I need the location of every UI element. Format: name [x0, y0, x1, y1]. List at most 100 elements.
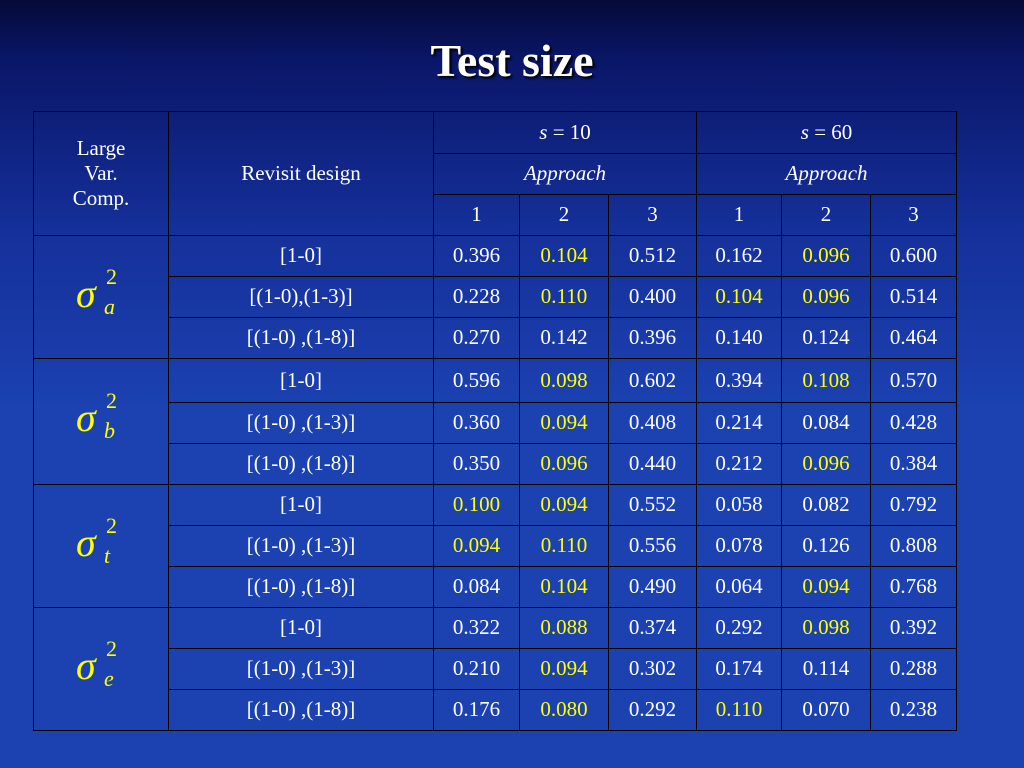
- table-row: [(1-0) ,(1-8)] 0.084 0.104 0.490 0.064 0.094 0…: [34, 566, 958, 608]
- test-size-value: 0.094: [519, 484, 609, 526]
- sigma-glyph: σ: [76, 395, 96, 441]
- table-row: σ 2 t [1-0] 0.100 0.094 0.552 0.058 0.082 0.792: [33, 484, 958, 608]
- header-s60-eq: = 60: [808, 119, 853, 144]
- test-size-value: 0.058: [696, 484, 783, 526]
- test-size-value: 0.292: [696, 607, 783, 649]
- test-size-value: 0.602: [607, 358, 698, 403]
- header-revisit-design: Revisit design: [168, 111, 434, 236]
- table-row: [(1-0) ,(1-3)] 0.210 0.094 0.302 0.174 0.114 0…: [34, 648, 958, 690]
- test-size-value: 0.064: [696, 566, 783, 608]
- test-size-value: 0.176: [433, 689, 520, 731]
- test-size-value: 0.552: [607, 484, 698, 526]
- revisit-design-cell: [(1-0) ,(1-3)]: [168, 648, 434, 690]
- test-size-value: 0.570: [870, 358, 958, 403]
- header-approach-number: 1: [696, 194, 783, 236]
- header-approach-number: 2: [781, 194, 872, 236]
- test-size-value: 0.292: [607, 689, 698, 731]
- header-approach-number: 3: [870, 194, 958, 236]
- test-size-value: 0.270: [433, 317, 520, 359]
- test-size-value: 0.104: [519, 566, 609, 608]
- test-size-value: 0.094: [519, 402, 609, 444]
- header-s10-var: s: [539, 119, 548, 144]
- sigma-subscript: a: [104, 293, 115, 319]
- table-row: [(1-0) ,(1-8)] 0.270 0.142 0.396 0.140 0.124 0…: [34, 317, 958, 359]
- test-size-value: 0.392: [870, 607, 958, 649]
- test-size-value: 0.808: [870, 525, 958, 567]
- test-size-value: 0.098: [519, 358, 609, 403]
- test-size-value: 0.440: [607, 443, 698, 485]
- test-size-value: 0.396: [433, 235, 520, 277]
- table-row: σ 2 b [1-0] 0.596 0.098 0.602 0.394 0.108 0.570: [33, 358, 958, 485]
- header-s60-group: s = 60: [696, 111, 958, 154]
- sigma-superscript: 2: [106, 263, 117, 289]
- test-size-value: 0.490: [607, 566, 698, 608]
- test-size-value: 0.108: [781, 358, 872, 403]
- slide-title: Test size: [430, 35, 594, 86]
- header-s60-var: s: [800, 119, 809, 144]
- table-row: σ 2 e [1-0] 0.322 0.088 0.374 0.292 0.098 0.392: [33, 607, 958, 731]
- table-row: [(1-0) ,(1-3)] 0.094 0.110 0.556 0.078 0.126 0…: [34, 525, 958, 567]
- test-size-value: 0.094: [781, 566, 872, 608]
- test-size-value: 0.768: [870, 566, 958, 608]
- test-size-value: 0.384: [870, 443, 958, 485]
- table-row: [(1-0) ,(1-8)] 0.350 0.096 0.440 0.212 0.096 0…: [34, 443, 958, 485]
- test-size-value: 0.070: [781, 689, 872, 731]
- sigma-glyph: σ: [76, 270, 96, 316]
- sigma-superscript: 2: [106, 635, 117, 661]
- revisit-design-cell: [(1-0) ,(1-8)]: [168, 317, 434, 359]
- test-size-value: 0.214: [696, 402, 783, 444]
- test-size-value: 0.096: [519, 443, 609, 485]
- test-size-value: 0.098: [781, 607, 872, 649]
- table-row: [(1-0),(1-3)] 0.228 0.110 0.400 0.104 0.096 0.…: [34, 276, 958, 318]
- test-size-value: 0.094: [519, 648, 609, 690]
- table-row: [(1-0) ,(1-8)] 0.176 0.080 0.292 0.110 0.070 0…: [34, 689, 958, 731]
- header-corner-line2: Var.: [84, 160, 118, 185]
- revisit-design-cell: [(1-0) ,(1-8)]: [168, 443, 434, 485]
- header-s10-eq: = 10: [547, 119, 591, 144]
- test-size-value: 0.174: [696, 648, 783, 690]
- test-size-table: Large Var. Comp. Revisit design s = 10 s…: [33, 111, 958, 731]
- test-size-value: 0.408: [607, 402, 698, 444]
- header-approach-number: 3: [607, 194, 698, 236]
- test-size-value: 0.302: [607, 648, 698, 690]
- test-size-value: 0.142: [519, 317, 609, 359]
- revisit-design-cell: [1-0]: [168, 358, 434, 403]
- sigma-subscript: t: [104, 542, 111, 568]
- table-row: [(1-0) ,(1-3)] 0.360 0.094 0.408 0.214 0.084 0…: [34, 402, 958, 444]
- test-size-value: 0.126: [781, 525, 872, 567]
- revisit-design-cell: [(1-0) ,(1-8)]: [168, 689, 434, 731]
- header-variance-component: Large Var. Comp.: [33, 111, 169, 236]
- test-size-value: 0.396: [607, 317, 698, 359]
- header-approach-number: 2: [519, 194, 609, 236]
- test-size-value: 0.394: [696, 358, 783, 403]
- test-size-value: 0.288: [870, 648, 958, 690]
- test-size-value: 0.096: [781, 235, 872, 277]
- test-size-value: 0.162: [696, 235, 783, 277]
- sigma-subscript: b: [104, 418, 115, 444]
- revisit-design-cell: [(1-0),(1-3)]: [168, 276, 434, 318]
- revisit-design-cell: [(1-0) ,(1-8)]: [168, 566, 434, 608]
- test-size-value: 0.124: [781, 317, 872, 359]
- header-approach-s10: Approach: [432, 153, 698, 195]
- test-size-value: 0.080: [519, 689, 609, 731]
- header-approach-s60: Approach: [696, 153, 958, 195]
- test-size-value: 0.792: [870, 484, 958, 526]
- test-size-value: 0.596: [433, 358, 520, 403]
- test-size-value: 0.374: [607, 607, 698, 649]
- test-size-value: 0.096: [781, 276, 872, 318]
- header-corner-line1: Large: [76, 135, 126, 160]
- test-size-value: 0.078: [696, 525, 783, 567]
- test-size-value: 0.514: [870, 276, 958, 318]
- test-size-value: 0.400: [607, 276, 698, 318]
- test-size-value: 0.094: [433, 525, 520, 567]
- test-size-value: 0.096: [781, 443, 872, 485]
- test-size-value: 0.238: [870, 689, 958, 731]
